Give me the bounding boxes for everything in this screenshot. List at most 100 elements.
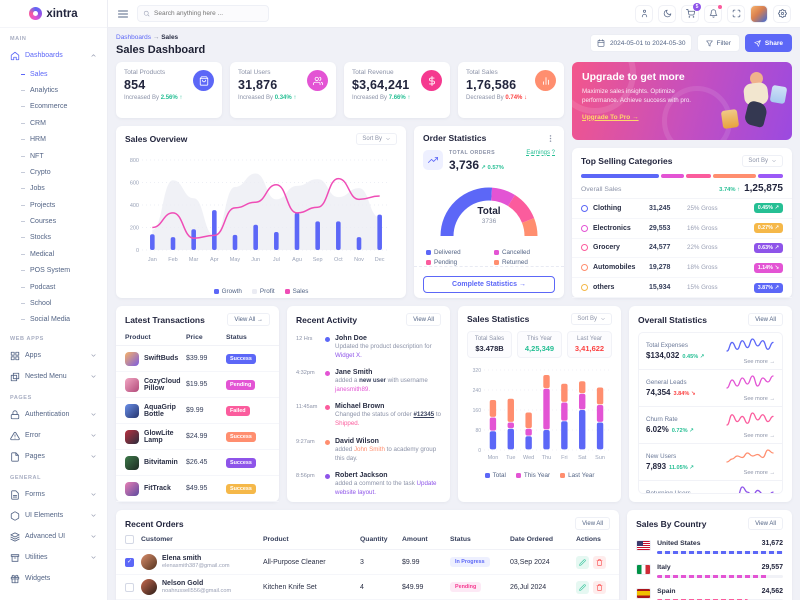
logo[interactable]: xintra	[0, 0, 107, 28]
sort-by-button[interactable]: Sort By	[571, 313, 612, 325]
date-range-picker[interactable]: 2024-05-01 to 2024-05-30	[589, 34, 693, 52]
sidebar-item-icon	[10, 409, 20, 420]
sidebar-subitem[interactable]: Social Media	[0, 312, 107, 328]
legend-item: Pending	[426, 259, 484, 266]
transaction-row[interactable]: GlowLite Lamp $24.99 Success	[116, 424, 279, 450]
notifications-button[interactable]	[704, 4, 722, 23]
language-button[interactable]	[635, 4, 653, 23]
sales-overview-chart: 0 200 400 600 800 Jan Feb Mar Apr May Jun Jul Agu Sep…	[116, 150, 406, 285]
sidebar-item-icon	[10, 431, 20, 441]
fullscreen-button[interactable]	[727, 4, 745, 23]
view-all-button[interactable]: View All	[748, 517, 783, 530]
sidebar-item[interactable]: Utilities	[0, 547, 107, 568]
search-input[interactable]	[154, 10, 263, 17]
status-badge: Failed	[226, 406, 250, 416]
view-all-button[interactable]: View All →	[227, 313, 270, 326]
sidebar-item[interactable]: Apps	[0, 345, 107, 366]
chevron-down-icon	[771, 158, 777, 164]
category-row[interactable]: others 15,934 15% Gross 3.87% ↗	[572, 278, 792, 298]
category-row[interactable]: Automobiles 19,278 18% Gross 1.14% ↘	[572, 258, 792, 279]
edit-button[interactable]	[576, 580, 589, 594]
more-options-icon[interactable]	[546, 134, 555, 143]
share-button[interactable]: Share	[744, 34, 792, 52]
category-row[interactable]: Grocery 24,577 22% Gross 0.63% ↗	[572, 239, 792, 259]
hamburger-menu-icon[interactable]	[117, 8, 129, 20]
sidebar-item[interactable]: Pages	[0, 446, 107, 467]
see-more-link[interactable]: See more →	[743, 396, 775, 402]
activity-item: 9:27am David Wilson added John Smith to …	[296, 437, 437, 462]
breadcrumb-dashboards[interactable]: Dashboards	[116, 34, 152, 41]
sidebar-subitem[interactable]: Medical	[0, 246, 107, 262]
sidebar-subitem[interactable]: HRM	[0, 132, 107, 148]
sidebar-subitem[interactable]: Analytics	[0, 82, 107, 98]
notification-dot	[718, 4, 722, 9]
cart-button[interactable]: 5	[681, 2, 701, 23]
status-badge: Success	[226, 484, 256, 494]
see-more-link[interactable]: See more →	[743, 433, 775, 439]
sidebar-item[interactable]: Error	[0, 425, 107, 446]
sidebar-subitem[interactable]: POS System	[0, 263, 107, 279]
transaction-row[interactable]: FitTrack $49.95 Success	[116, 476, 279, 502]
transaction-row[interactable]: CozyCloud Pillow $19.95 Pending	[116, 372, 279, 398]
transaction-row[interactable]: Bitvitamin $26.45 Success	[116, 450, 279, 476]
recent-activity-card: Recent Activity View All 12 Hrs John Doe…	[287, 306, 450, 502]
view-all-button[interactable]: View All	[406, 313, 441, 326]
sidebar-subitem[interactable]: Crypto	[0, 164, 107, 180]
order-row[interactable]: Nelson Gold noahrussell556@gmail.com Kitc…	[116, 575, 620, 600]
kpi-icon	[421, 70, 442, 91]
sidebar-item[interactable]: Authentication	[0, 404, 107, 425]
sidebar-item[interactable]: Widgets	[0, 568, 107, 589]
sidebar-subitem[interactable]: NFT	[0, 148, 107, 164]
avatar[interactable]	[750, 4, 768, 23]
sort-by-button[interactable]: Sort By	[742, 155, 783, 167]
row-checkbox[interactable]	[125, 557, 134, 567]
sidebar-item[interactable]: Nested Menu	[0, 366, 107, 387]
transaction-row[interactable]: AquaGrip Bottle $9.99 Failed	[116, 398, 279, 424]
category-row[interactable]: Clothing 31,245 25% Gross 0.45% ↗	[572, 199, 792, 219]
sidebar-subitem[interactable]: School	[0, 295, 107, 311]
sidebar-item-dashboards[interactable]: Dashboards	[0, 45, 107, 66]
chevron-down-icon	[90, 411, 97, 418]
view-all-button[interactable]: View All	[575, 517, 611, 530]
customer-avatar	[141, 579, 157, 595]
sidebar-subitem[interactable]: Podcast	[0, 279, 107, 295]
overall-statistics-card: Overall Statistics View All Total Expens…	[629, 306, 792, 502]
sort-by-button[interactable]: Sort By	[356, 133, 397, 145]
see-more-link[interactable]: See more →	[743, 470, 775, 476]
customer-avatar	[141, 554, 157, 570]
row-checkbox[interactable]	[125, 582, 134, 592]
svg-text:Dec: Dec	[375, 257, 385, 263]
see-more-link[interactable]: See more →	[743, 359, 775, 365]
edit-button[interactable]	[576, 555, 589, 569]
gauge-legend: Delivered Cancelled Pending Returned	[414, 249, 564, 266]
sidebar-subitem[interactable]: Projects	[0, 197, 107, 213]
sidebar-subitem[interactable]: Stocks	[0, 230, 107, 246]
delete-button[interactable]	[593, 555, 606, 569]
sidebar-item[interactable]: Forms	[0, 484, 107, 505]
select-all-checkbox[interactable]	[125, 535, 134, 544]
settings-button[interactable]	[773, 4, 791, 23]
dark-mode-button[interactable]	[658, 4, 676, 23]
sidebar-subitem[interactable]: CRM	[0, 115, 107, 131]
upgrade-link[interactable]: Upgrade To Pro →	[582, 113, 639, 121]
sidebar-subitem[interactable]: Ecommerce	[0, 99, 107, 115]
sidebar-item[interactable]: Advanced UI	[0, 526, 107, 547]
view-all-button[interactable]: View All	[748, 313, 783, 326]
sidebar-item-icon	[10, 489, 20, 500]
category-row[interactable]: Electronics 29,553 16% Gross 0.27% ↗	[572, 219, 792, 239]
sidebar-subitem[interactable]: Courses	[0, 213, 107, 229]
complete-statistics-button[interactable]: Complete Statistics →	[423, 276, 555, 293]
sidebar-section-main: MAIN	[10, 36, 27, 42]
transaction-row[interactable]: SwiftBuds $39.99 Success	[116, 346, 279, 372]
svg-text:240: 240	[473, 388, 482, 394]
category-icon	[581, 204, 588, 212]
earnings-link[interactable]: Earnings ?	[526, 150, 555, 156]
delete-button[interactable]	[593, 580, 606, 594]
status-badge: Pending	[450, 582, 482, 592]
sidebar-item[interactable]: UI Elements	[0, 505, 107, 526]
sidebar-subitem[interactable]: Jobs	[0, 181, 107, 197]
sidebar-subitem[interactable]: Sales	[0, 66, 107, 82]
chevron-down-icon	[90, 373, 97, 380]
filter-button[interactable]: Filter	[697, 34, 740, 52]
